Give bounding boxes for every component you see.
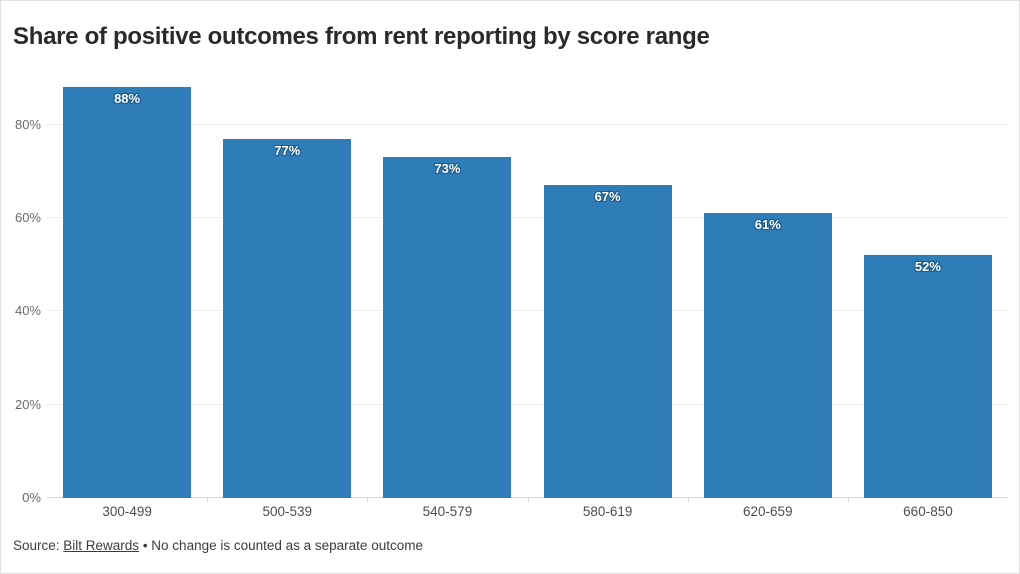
gridline-80 bbox=[47, 123, 1008, 125]
gridline-20 bbox=[47, 403, 1008, 405]
plot-area: 88% 77% 73% 67% 61% 52% bbox=[47, 78, 1008, 498]
bar-value-label: 67% bbox=[594, 189, 621, 205]
y-axis-tick-label: 80% bbox=[14, 116, 41, 132]
x-axis-boundary-tick bbox=[527, 498, 529, 502]
bar-slot-540-579: 73% bbox=[367, 78, 527, 498]
y-axis-labels: 0% 20% 40% 60% 80% bbox=[1, 78, 41, 505]
bar-540-579: 73% bbox=[383, 157, 512, 498]
x-axis-boundary-tick bbox=[367, 498, 369, 502]
source-prefix: Source: bbox=[13, 538, 64, 553]
x-axis-boundary-tick bbox=[847, 498, 849, 502]
y-axis-tick-label: 20% bbox=[14, 396, 41, 412]
bar-slot-500-539: 77% bbox=[207, 78, 367, 498]
bar-value-label: 73% bbox=[434, 161, 461, 177]
source-line: Source: Bilt Rewards • No change is coun… bbox=[13, 538, 423, 553]
gridline-40 bbox=[47, 310, 1008, 312]
y-axis-tick-label: 0% bbox=[22, 490, 41, 505]
source-note: No change is counted as a separate outco… bbox=[151, 538, 423, 553]
y-axis-tick-label: 60% bbox=[14, 210, 41, 225]
x-axis-boundary-tick bbox=[207, 498, 209, 502]
bar-580-619: 67% bbox=[543, 185, 672, 498]
bar-slot-300-499: 88% bbox=[47, 78, 207, 498]
bar-value-label: 77% bbox=[274, 142, 301, 158]
x-axis-boundary-tick bbox=[687, 498, 689, 502]
y-axis-tick-label: 40% bbox=[14, 303, 41, 319]
bar-slot-580-619: 67% bbox=[528, 78, 688, 498]
source-link[interactable]: Bilt Rewards bbox=[63, 538, 140, 553]
bar-value-label: 61% bbox=[754, 217, 781, 233]
x-axis-tick-label: 540-579 bbox=[422, 504, 473, 519]
chart-title: Share of positive outcomes from rent rep… bbox=[13, 23, 710, 50]
source-separator: • bbox=[139, 538, 152, 553]
x-axis-tick-label: 300-499 bbox=[102, 504, 152, 519]
x-axis-tick-label: 500-539 bbox=[262, 504, 313, 519]
bar-slot-620-659: 61% bbox=[688, 78, 848, 498]
bar-300-499: 88% bbox=[63, 87, 192, 498]
bar-slot-660-850: 52% bbox=[848, 78, 1008, 498]
bars-container: 88% 77% 73% 67% 61% 52% bbox=[47, 78, 1008, 498]
x-axis-tick-label: 620-659 bbox=[743, 504, 793, 519]
bar-620-659: 61% bbox=[703, 213, 832, 498]
gridline-0 bbox=[47, 497, 1008, 498]
bar-660-850: 52% bbox=[863, 255, 992, 498]
bar-value-label: 88% bbox=[114, 91, 141, 107]
x-axis-labels: 300-499 500-539 540-579 580-619 620-659 660-8… bbox=[47, 504, 1008, 519]
x-axis-tick-label: 580-619 bbox=[582, 504, 633, 519]
gridline-60 bbox=[47, 217, 1008, 219]
bar-value-label: 52% bbox=[914, 259, 941, 275]
x-axis-tick-label: 660-850 bbox=[903, 504, 953, 519]
bar-500-539: 77% bbox=[223, 138, 352, 498]
